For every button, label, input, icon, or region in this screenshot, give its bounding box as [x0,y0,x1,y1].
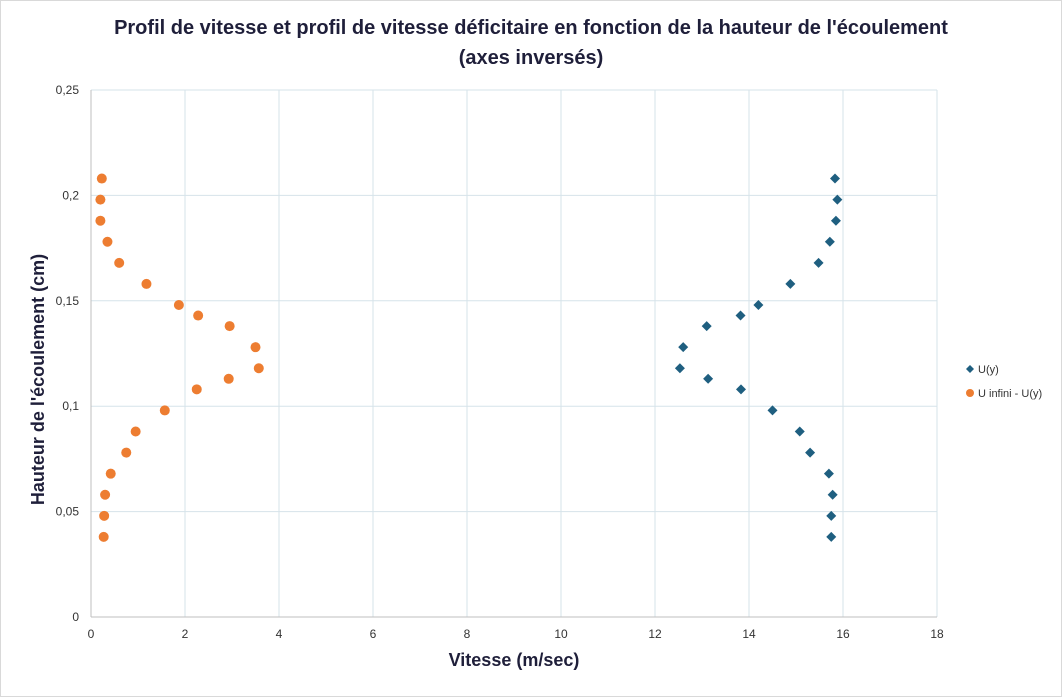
x-tick-label: 0 [88,627,95,641]
data-point-u-infini-minus-uy [159,405,170,416]
data-point-u-infini-minus-uy [191,384,202,395]
data-point-u-infini-minus-uy [95,215,106,226]
data-point-uy [813,257,824,268]
data-point-uy [785,278,796,289]
data-point-u-infini-minus-uy [100,489,111,500]
data-point-uy [701,321,712,332]
grid-lines [91,89,938,617]
y-tick-label: 0,15 [56,294,80,308]
data-point-u-infini-minus-uy [95,194,106,205]
data-point-u-infini-minus-uy [99,510,110,521]
data-point-u-infini-minus-uy [193,310,204,321]
data-point-uy [674,363,685,374]
data-point-u-infini-minus-uy [121,447,132,458]
data-point-uy [824,236,835,247]
y-tick-label: 0,05 [56,505,80,519]
data-point-uy [736,384,747,395]
data-point-uy [678,342,689,353]
data-point-u-infini-minus-uy [224,321,235,332]
data-point-u-infini-minus-uy [223,373,234,384]
data-point-uy [827,489,838,500]
x-tick-label: 2 [182,627,189,641]
x-tick-label: 14 [742,627,756,641]
data-point-uy [753,300,764,311]
data-point-u-infini-minus-uy [250,342,261,353]
data-point-uy [735,310,746,321]
data-point-u-infini-minus-uy [253,363,264,374]
data-point-uy [767,405,778,416]
chart-subtitle: (axes inversés) [458,47,604,69]
y-tick-label: 0,2 [62,188,79,202]
legend-marker-u-infini-minus-uy [966,389,974,397]
x-tick-labels: 0 2 4 6 8 10 12 14 16 18 [88,627,944,641]
data-point-uy [832,194,843,205]
data-point-uy [830,215,841,226]
data-point-uy [794,426,805,437]
data-points [95,173,843,542]
data-point-uy [826,531,837,542]
axes [90,90,937,618]
x-tick-label: 6 [370,627,377,641]
legend-label: U infini - U(y) [978,388,1042,400]
x-tick-label: 10 [554,627,568,641]
x-axis-title: Vitesse (m/sec) [449,650,580,670]
y-axis-title: Hauteur de l'écoulement (cm) [28,254,48,505]
data-point-u-infini-minus-uy [105,468,116,479]
data-point-uy [826,510,837,521]
data-point-u-infini-minus-uy [98,531,109,542]
y-tick-labels: 0 0,05 0,1 0,15 0,2 0,25 [56,83,80,624]
data-point-u-infini-minus-uy [173,300,184,311]
data-point-uy [823,468,834,479]
legend-marker-uy [966,365,974,373]
data-point-u-infini-minus-uy [102,236,113,247]
y-tick-label: 0,1 [62,399,79,413]
legend: U(y) U infini - U(y) [966,364,1042,400]
y-tick-label: 0,25 [56,83,80,97]
data-point-uy [703,373,714,384]
x-tick-label: 16 [836,627,850,641]
data-point-u-infini-minus-uy [130,426,141,437]
data-point-uy [830,173,841,184]
x-tick-label: 4 [276,627,283,641]
legend-label: U(y) [978,364,999,376]
y-tick-label: 0 [72,610,79,624]
data-point-u-infini-minus-uy [141,278,152,289]
data-point-uy [805,447,816,458]
x-tick-label: 12 [648,627,662,641]
data-point-u-infini-minus-uy [114,257,125,268]
x-tick-label: 8 [464,627,471,641]
x-tick-label: 18 [930,627,944,641]
chart-title: Profil de vitesse et profil de vitesse d… [114,17,948,39]
data-point-u-infini-minus-uy [96,173,107,184]
